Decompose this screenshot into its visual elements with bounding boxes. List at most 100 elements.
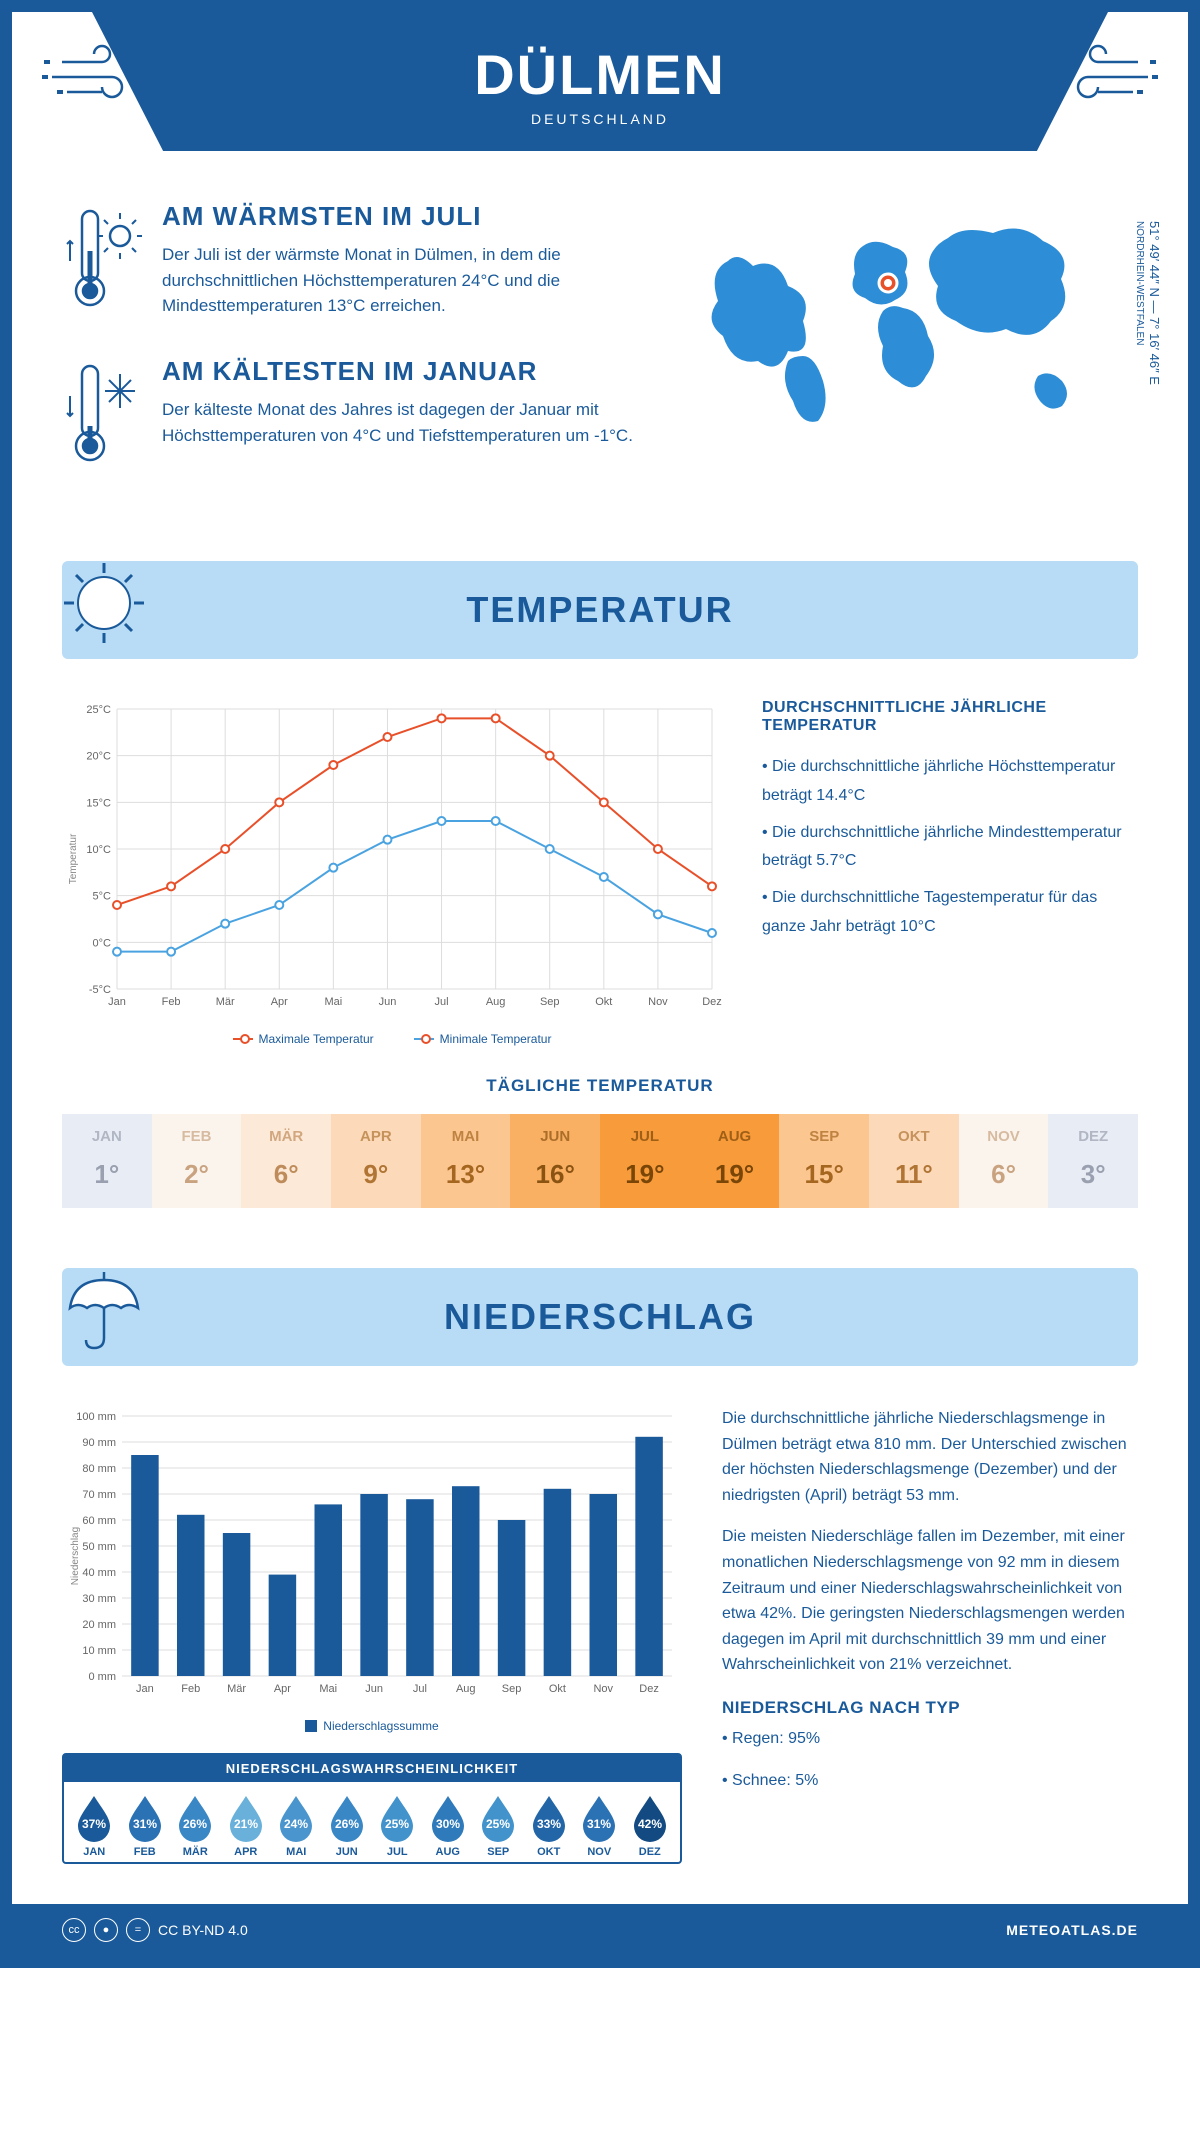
svg-text:30%: 30% [436,1817,460,1831]
svg-text:10°C: 10°C [86,844,111,856]
svg-text:Mai: Mai [319,1683,337,1695]
city-title: DÜLMEN [92,42,1108,107]
svg-text:-5°C: -5°C [89,984,111,996]
temp-cell: JUN16° [510,1114,600,1208]
svg-text:Nov: Nov [593,1683,613,1695]
svg-text:40 mm: 40 mm [82,1567,116,1579]
svg-text:25%: 25% [486,1817,510,1831]
svg-text:Jan: Jan [108,996,126,1008]
svg-text:Feb: Feb [162,996,181,1008]
temp-section-header: TEMPERATUR [62,561,1138,659]
precip-section-header: NIEDERSCHLAG [62,1268,1138,1366]
svg-text:Mär: Mär [216,996,235,1008]
temp-cell: SEP15° [779,1114,869,1208]
by-icon: ● [94,1918,118,1942]
svg-text:Dez: Dez [639,1683,659,1695]
prob-drop: 25%JUL [373,1792,422,1858]
svg-text:Aug: Aug [486,996,506,1008]
temp-cell: OKT11° [869,1114,959,1208]
svg-text:Sep: Sep [502,1683,522,1695]
prob-drop: 26%JUN [323,1792,372,1858]
svg-text:Aug: Aug [456,1683,476,1695]
temperature-line-chart: -5°C0°C5°C10°C15°C20°C25°CJanFebMärAprMa… [62,699,722,1046]
precip-type-item: • Schnee: 5% [722,1768,1138,1794]
svg-text:Jan: Jan [136,1683,154,1695]
svg-text:25°C: 25°C [86,704,111,716]
temp-cell: NOV6° [959,1114,1049,1208]
avg-temp-bullet: • Die durchschnittliche jährliche Mindes… [762,819,1138,877]
svg-text:10 mm: 10 mm [82,1645,116,1657]
svg-text:Okt: Okt [595,996,612,1008]
svg-text:26%: 26% [183,1817,207,1831]
daily-temp-heading: TÄGLICHE TEMPERATUR [62,1076,1138,1096]
svg-text:42%: 42% [638,1817,662,1831]
svg-text:24%: 24% [284,1817,308,1831]
warmest-heading: AM WÄRMSTEN IM JULI [162,201,638,232]
svg-text:31%: 31% [587,1817,611,1831]
prob-drop: 37%JAN [70,1792,119,1858]
avg-temp-heading: DURCHSCHNITTLICHE JÄHRLICHE TEMPERATUR [762,699,1138,735]
svg-text:60 mm: 60 mm [82,1515,116,1527]
precipitation-bar-chart: 0 mm10 mm20 mm30 mm40 mm50 mm60 mm70 mm8… [62,1406,682,1733]
coldest-fact: AM KÄLTESTEN IM JANUAR Der kälteste Mona… [62,356,638,481]
temp-cell: MAI13° [421,1114,511,1208]
temp-cell: JUL19° [600,1114,690,1208]
prob-drop: 24%MAI [272,1792,321,1858]
svg-text:21%: 21% [234,1817,258,1831]
prob-drop: 33%OKT [525,1792,574,1858]
svg-text:Niederschlag: Niederschlag [70,1527,81,1585]
svg-text:0°C: 0°C [93,937,112,949]
license-label: CC BY-ND 4.0 [158,1922,248,1938]
svg-text:Jul: Jul [435,996,449,1008]
svg-text:Jul: Jul [413,1683,427,1695]
coordinates: 51° 49′ 44″ N — 7° 16′ 46″ E NORDRHEIN-W… [1132,221,1162,385]
footer: cc ● = CC BY-ND 4.0 METEOATLAS.DE [12,1904,1188,1956]
svg-text:80 mm: 80 mm [82,1463,116,1475]
svg-text:70 mm: 70 mm [82,1489,116,1501]
prob-drop: 31%NOV [575,1792,624,1858]
thermometer-snow-icon [62,356,142,481]
coldest-heading: AM KÄLTESTEN IM JANUAR [162,356,638,387]
site-label: METEOATLAS.DE [1006,1922,1138,1938]
svg-text:37%: 37% [82,1817,106,1831]
svg-text:Apr: Apr [271,996,288,1008]
svg-text:Apr: Apr [274,1683,291,1695]
temp-cell: FEB2° [152,1114,242,1208]
prob-drop: 31%FEB [121,1792,170,1858]
temp-cell: JAN1° [62,1114,152,1208]
svg-text:33%: 33% [537,1817,561,1831]
svg-text:50 mm: 50 mm [82,1541,116,1553]
svg-text:100 mm: 100 mm [76,1411,116,1423]
cc-icon: cc [62,1918,86,1942]
sun-icon [54,553,154,662]
svg-text:20 mm: 20 mm [82,1619,116,1631]
coldest-text: Der kälteste Monat des Jahres ist dagege… [162,397,638,448]
svg-text:26%: 26% [335,1817,359,1831]
temp-cell: MÄR6° [241,1114,331,1208]
svg-text:Jun: Jun [379,996,397,1008]
prob-drop: 30%AUG [424,1792,473,1858]
warmest-text: Der Juli ist der wärmste Monat in Dülmen… [162,242,638,319]
country-subtitle: DEUTSCHLAND [92,111,1108,127]
prob-drop: 26%MÄR [171,1792,220,1858]
warmest-fact: AM WÄRMSTEN IM JULI Der Juli ist der wär… [62,201,638,326]
precip-type-item: • Regen: 95% [722,1726,1138,1752]
precip-probability-box: NIEDERSCHLAGSWAHRSCHEINLICHKEIT 37%JAN31… [62,1753,682,1864]
svg-text:Mai: Mai [324,996,342,1008]
svg-text:Dez: Dez [702,996,722,1008]
precip-type-heading: NIEDERSCHLAG NACH TYP [722,1698,1138,1718]
world-map: 51° 49′ 44″ N — 7° 16′ 46″ E NORDRHEIN-W… [678,201,1138,511]
avg-temp-bullet: • Die durchschnittliche Tagestemperatur … [762,884,1138,942]
svg-text:Feb: Feb [181,1683,200,1695]
umbrella-icon [54,1260,154,1369]
svg-text:Sep: Sep [540,996,560,1008]
precip-para: Die durchschnittliche jährliche Niedersc… [722,1406,1138,1508]
svg-text:Jun: Jun [365,1683,383,1695]
temp-cell: AUG19° [690,1114,780,1208]
svg-text:5°C: 5°C [93,891,112,903]
svg-text:Okt: Okt [549,1683,566,1695]
svg-text:25%: 25% [385,1817,409,1831]
temp-cell: APR9° [331,1114,421,1208]
avg-temp-bullet: • Die durchschnittliche jährliche Höchst… [762,753,1138,811]
prob-drop: 21%APR [222,1792,271,1858]
